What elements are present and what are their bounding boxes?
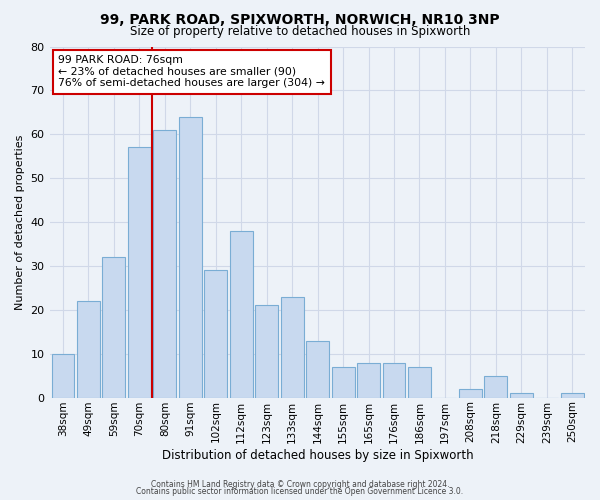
Bar <box>52 354 74 398</box>
Bar <box>484 376 508 398</box>
Bar <box>154 130 176 398</box>
Bar <box>561 394 584 398</box>
Text: Size of property relative to detached houses in Spixworth: Size of property relative to detached ho… <box>130 25 470 38</box>
Bar <box>204 270 227 398</box>
Text: 99 PARK ROAD: 76sqm
← 23% of detached houses are smaller (90)
76% of semi-detach: 99 PARK ROAD: 76sqm ← 23% of detached ho… <box>58 56 325 88</box>
Bar <box>383 362 406 398</box>
Bar <box>255 306 278 398</box>
Bar <box>459 389 482 398</box>
Text: Contains HM Land Registry data © Crown copyright and database right 2024.: Contains HM Land Registry data © Crown c… <box>151 480 449 489</box>
X-axis label: Distribution of detached houses by size in Spixworth: Distribution of detached houses by size … <box>162 450 473 462</box>
Bar <box>306 340 329 398</box>
Bar <box>332 367 355 398</box>
Bar <box>103 257 125 398</box>
Y-axis label: Number of detached properties: Number of detached properties <box>15 134 25 310</box>
Bar <box>281 296 304 398</box>
Bar <box>128 148 151 398</box>
Bar <box>230 231 253 398</box>
Bar <box>408 367 431 398</box>
Bar <box>357 362 380 398</box>
Text: Contains public sector information licensed under the Open Government Licence 3.: Contains public sector information licen… <box>136 487 464 496</box>
Bar <box>510 394 533 398</box>
Bar <box>77 301 100 398</box>
Bar <box>179 116 202 398</box>
Text: 99, PARK ROAD, SPIXWORTH, NORWICH, NR10 3NP: 99, PARK ROAD, SPIXWORTH, NORWICH, NR10 … <box>100 12 500 26</box>
